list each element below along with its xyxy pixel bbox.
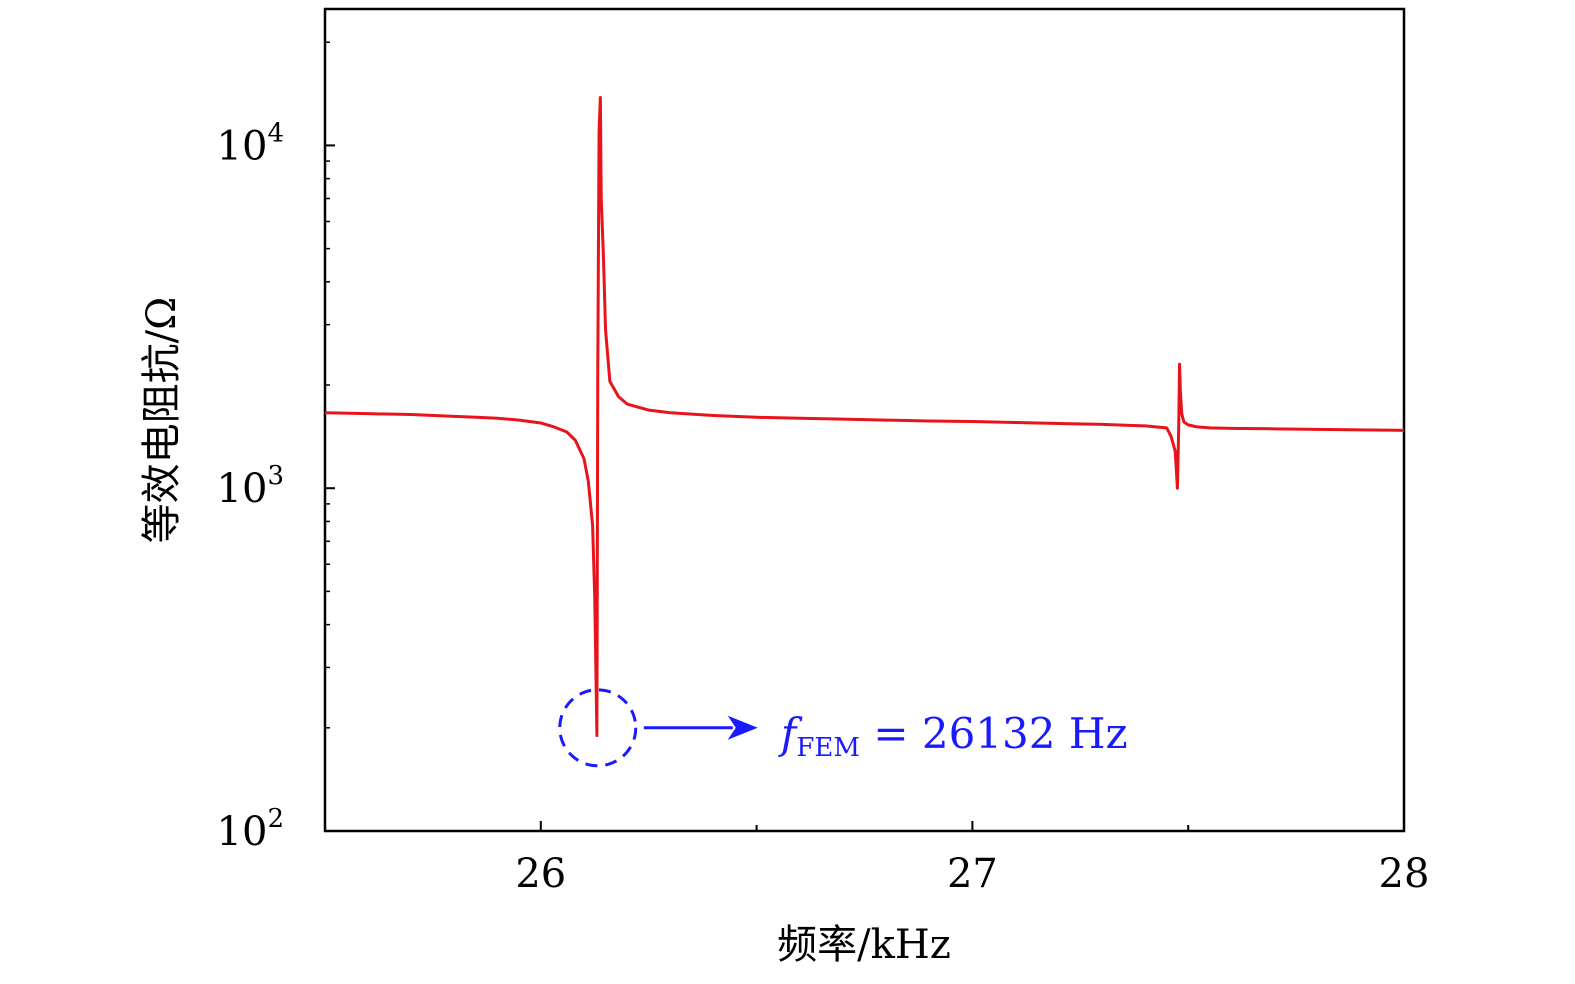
y-axis-label: 等效电阻抗/Ω bbox=[139, 297, 185, 544]
x-axis-ticks: 26 27 28 bbox=[515, 821, 1429, 897]
x-tick-label: 27 bbox=[947, 851, 998, 897]
x-tick-label: 26 bbox=[515, 851, 566, 897]
x-tick-label: 28 bbox=[1379, 851, 1430, 897]
resonance-annotation: fFEM = 26132 Hz bbox=[778, 709, 1128, 763]
annotation-arrow-head bbox=[727, 715, 758, 740]
y-tick-base: 10 bbox=[217, 809, 268, 855]
annotation-value: = 26132 Hz bbox=[860, 709, 1128, 758]
y-tick-exponent: 4 bbox=[267, 118, 284, 148]
resonance-highlight-circle bbox=[558, 688, 638, 768]
annotation-subscript: FEM bbox=[796, 733, 860, 763]
y-tick-exponent: 2 bbox=[267, 804, 284, 834]
y-tick-base: 10 bbox=[217, 466, 268, 512]
plot-frame bbox=[323, 7, 1406, 833]
y-tick-label: 103 bbox=[217, 461, 284, 512]
y-tick-label: 102 bbox=[217, 804, 284, 855]
y-tick-base: 10 bbox=[217, 123, 268, 169]
x-axis-label: 频率/kHz bbox=[777, 922, 951, 968]
y-tick-exponent: 3 bbox=[267, 461, 284, 491]
impedance-series-line bbox=[324, 95, 1405, 737]
y-tick-label: 104 bbox=[217, 118, 284, 169]
